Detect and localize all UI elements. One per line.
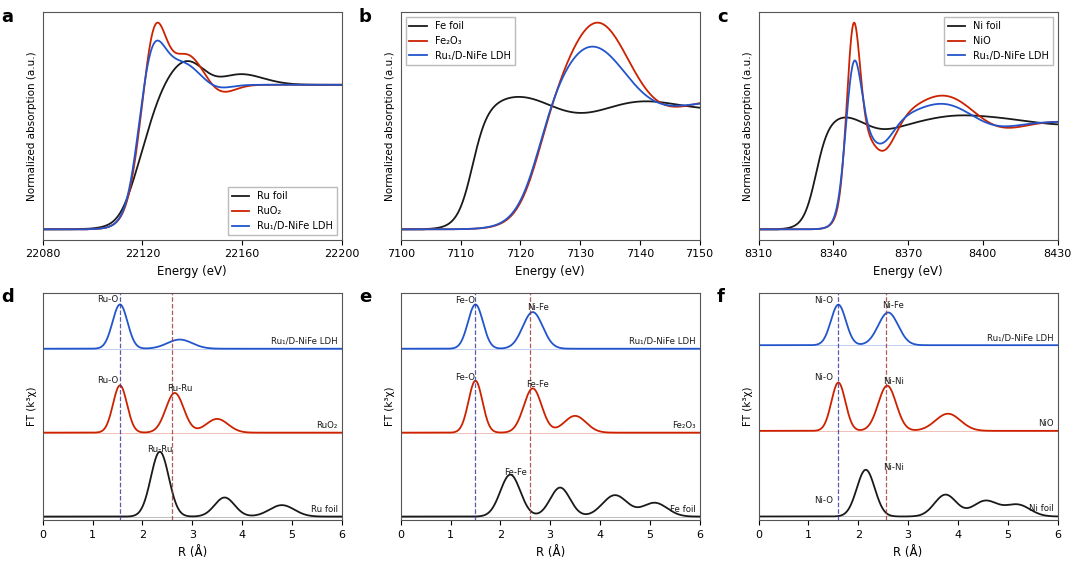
X-axis label: Energy (eV): Energy (eV) — [515, 265, 585, 278]
Text: Ni-Ni: Ni-Ni — [882, 463, 904, 472]
Text: e: e — [359, 289, 372, 307]
Y-axis label: Normalized absorption (a.u.): Normalized absorption (a.u.) — [27, 51, 37, 201]
Text: Ru₁/D-NiFe LDH: Ru₁/D-NiFe LDH — [987, 333, 1054, 342]
Text: c: c — [717, 8, 728, 26]
Text: a: a — [1, 8, 13, 26]
Text: Ni-Ni: Ni-Ni — [882, 378, 904, 387]
Text: Fe₂O₃: Fe₂O₃ — [672, 421, 696, 430]
Text: Ni-O: Ni-O — [814, 496, 833, 505]
Text: Fe-O: Fe-O — [456, 373, 475, 382]
X-axis label: R (Å): R (Å) — [893, 545, 922, 558]
Y-axis label: FT (k³χ): FT (k³χ) — [386, 387, 395, 426]
Text: Ni-O: Ni-O — [814, 296, 833, 304]
Text: f: f — [717, 289, 725, 307]
Text: Ni-Fe: Ni-Fe — [882, 301, 904, 310]
Y-axis label: FT (k³χ): FT (k³χ) — [27, 387, 37, 426]
Text: Ru-O: Ru-O — [97, 295, 118, 304]
X-axis label: R (Å): R (Å) — [536, 545, 565, 558]
Text: Ru foil: Ru foil — [311, 505, 338, 514]
Text: Ru-Ru: Ru-Ru — [147, 445, 173, 454]
Text: Fe-Fe: Fe-Fe — [526, 380, 549, 389]
Text: Ru₁/D-NiFe LDH: Ru₁/D-NiFe LDH — [271, 337, 338, 346]
Text: Ni-O: Ni-O — [814, 373, 833, 382]
Text: Ru-O: Ru-O — [97, 376, 118, 386]
Y-axis label: FT (k³χ): FT (k³χ) — [743, 387, 753, 426]
Y-axis label: Normalized absorption (a.u.): Normalized absorption (a.u.) — [743, 51, 753, 201]
X-axis label: Energy (eV): Energy (eV) — [874, 265, 943, 278]
Text: NiO: NiO — [1038, 419, 1054, 428]
Text: Ni-Fe: Ni-Fe — [527, 303, 549, 312]
X-axis label: Energy (eV): Energy (eV) — [158, 265, 227, 278]
Text: Ni foil: Ni foil — [1029, 505, 1054, 513]
Text: Ru₁/D-NiFe LDH: Ru₁/D-NiFe LDH — [629, 337, 696, 346]
Text: Fe-Fe: Fe-Fe — [504, 468, 527, 477]
Text: b: b — [359, 8, 372, 26]
Text: d: d — [1, 289, 14, 307]
Legend: Fe foil, Fe₂O₃, Ru₁/D-NiFe LDH: Fe foil, Fe₂O₃, Ru₁/D-NiFe LDH — [406, 17, 514, 65]
Legend: Ru foil, RuO₂, Ru₁/D-NiFe LDH: Ru foil, RuO₂, Ru₁/D-NiFe LDH — [228, 187, 337, 235]
Text: Fe-O: Fe-O — [456, 296, 475, 305]
Text: Ru-Ru: Ru-Ru — [167, 384, 192, 393]
Text: Fe foil: Fe foil — [670, 505, 696, 514]
X-axis label: R (Å): R (Å) — [177, 545, 207, 558]
Y-axis label: Normalized absorption (a.u.): Normalized absorption (a.u.) — [386, 51, 395, 201]
Text: RuO₂: RuO₂ — [316, 421, 338, 430]
Legend: Ni foil, NiO, Ru₁/D-NiFe LDH: Ni foil, NiO, Ru₁/D-NiFe LDH — [944, 17, 1053, 65]
